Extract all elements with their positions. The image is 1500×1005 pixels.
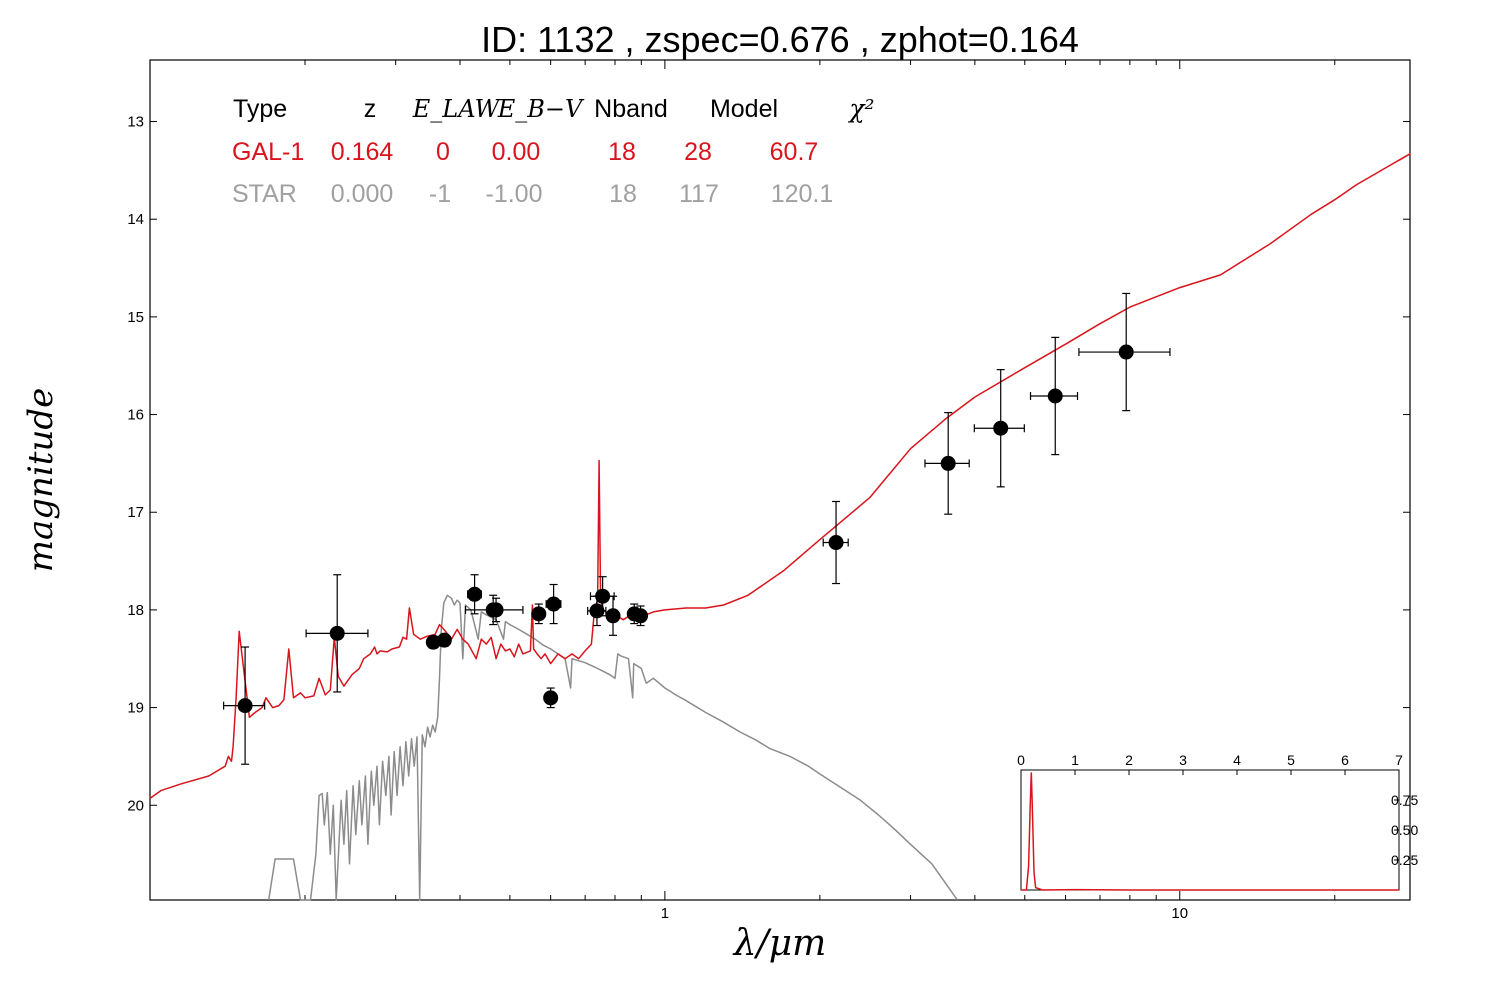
x-tick-label: 1 <box>661 905 669 922</box>
y-tick-label: 16 <box>127 407 144 424</box>
y-tick-label: 17 <box>127 504 144 521</box>
x-axis-label: λ/μm <box>732 923 826 964</box>
data-point <box>595 588 611 604</box>
star-chi2: 120.1 <box>771 180 834 208</box>
inset-x-tick-label: 7 <box>1395 752 1403 768</box>
data-point <box>546 596 562 612</box>
inset-x-tick-label: 5 <box>1287 752 1295 768</box>
galaxy-model-line <box>149 153 1411 800</box>
galaxy-model-curve <box>149 153 1411 800</box>
data-point <box>329 625 345 641</box>
y-tick-label: 19 <box>127 700 144 717</box>
inset-x-tick-label: 2 <box>1125 752 1133 768</box>
fit-table: Type z E_LAW E_B−V Nband Model χ² GAL-1 … <box>232 94 875 208</box>
data-point <box>543 690 559 706</box>
inset-y-tick-label: 0.50 <box>1391 822 1418 838</box>
header-model: Model <box>710 95 778 123</box>
data-point <box>436 632 452 648</box>
data-point <box>605 608 621 624</box>
plot-frame <box>149 59 1411 901</box>
y-tick-label: 14 <box>127 211 144 228</box>
data-point <box>828 535 844 551</box>
star-nband: 18 <box>609 180 637 208</box>
y-tick-label: 18 <box>127 602 144 619</box>
x-tick-label: 10 <box>1171 905 1188 922</box>
header-type: Type <box>233 95 287 123</box>
data-point <box>589 603 605 619</box>
inset-x-ticks: 0 1 2 3 4 5 6 7 <box>1017 752 1403 775</box>
gal-type: GAL-1 <box>232 138 304 166</box>
inset-pdf-line <box>1021 772 1399 891</box>
data-point <box>1118 344 1134 360</box>
y-axis-label: magnitude <box>21 388 61 573</box>
header-ebv: E_B−V <box>497 95 585 123</box>
data-point <box>1047 388 1063 404</box>
data-point <box>237 698 253 714</box>
star-model-line <box>267 594 959 901</box>
y-tick-label: 20 <box>127 797 144 814</box>
inset-x-tick-label: 3 <box>1179 752 1187 768</box>
data-point <box>633 608 649 624</box>
star-elaw: -1 <box>429 180 451 208</box>
gal-nband: 18 <box>608 138 636 166</box>
gal-model: 28 <box>684 138 712 166</box>
data-point <box>425 634 441 650</box>
data-point <box>488 602 504 618</box>
gal-elaw: 0 <box>436 138 450 166</box>
header-chi2: χ² <box>847 94 874 123</box>
inset-y-tick-label: 0.75 <box>1391 792 1418 808</box>
inset-pdf-curve <box>1021 772 1399 891</box>
gal-ebv: 0.00 <box>492 138 541 166</box>
star-type: STAR <box>232 180 297 208</box>
data-point <box>993 420 1009 436</box>
inset-x-tick-label: 1 <box>1071 752 1079 768</box>
x-axis-ticks: 1 10 <box>149 60 1336 922</box>
inset-frame <box>1020 769 1400 891</box>
data-point <box>940 455 956 471</box>
y-tick-label: 13 <box>127 114 144 131</box>
redshift-pdf-inset: 0 1 2 3 4 5 6 7 0.25 0.50 0.75 <box>1017 752 1418 891</box>
gal-chi2: 60.7 <box>770 138 819 166</box>
data-point <box>531 606 547 622</box>
star-ebv: -1.00 <box>486 180 543 208</box>
inset-y-tick-label: 0.25 <box>1391 852 1418 868</box>
star-z: 0.000 <box>331 180 394 208</box>
header-z: z <box>364 95 377 123</box>
inset-y-ticks: 0.25 0.50 0.75 <box>1391 792 1418 868</box>
header-nband: Nband <box>594 95 668 123</box>
y-tick-label: 15 <box>127 309 144 326</box>
photometry-points <box>223 292 1171 765</box>
inset-x-tick-label: 6 <box>1341 752 1349 768</box>
chart-title: ID: 1132 , zspec=0.676 , zphot=0.164 <box>481 19 1079 60</box>
gal-z: 0.164 <box>331 138 394 166</box>
star-model: 117 <box>679 180 719 208</box>
header-elaw: E_LAW <box>412 95 502 123</box>
data-point <box>467 586 483 602</box>
inset-x-tick-label: 0 <box>1017 752 1025 768</box>
inset-x-tick-label: 4 <box>1233 752 1241 768</box>
star-model-curve <box>267 594 959 901</box>
